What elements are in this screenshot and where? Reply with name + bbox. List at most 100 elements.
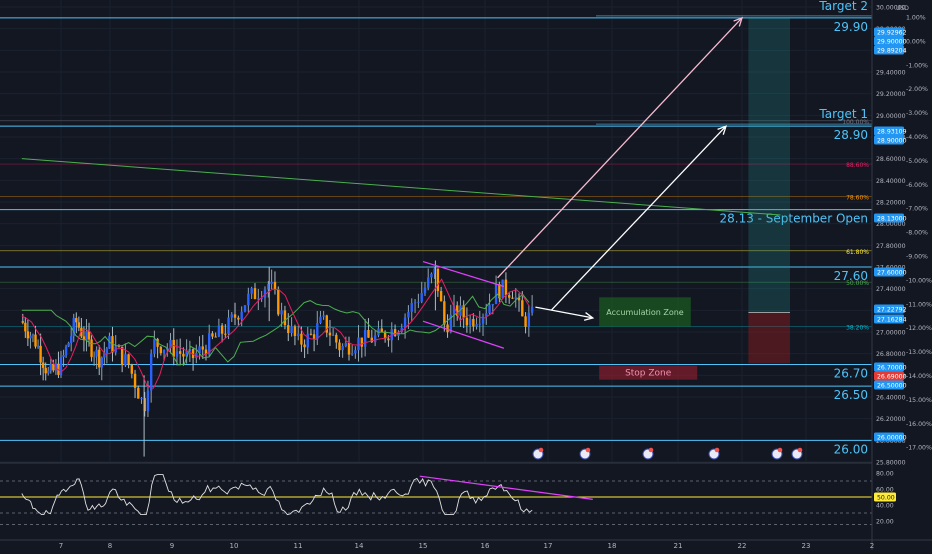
percent-tick-label: -4.00% (906, 134, 928, 141)
candle-body (92, 356, 96, 358)
candle-body (224, 333, 227, 335)
event-flag-icon[interactable] (585, 447, 591, 453)
candle-body (527, 312, 531, 327)
price-badge (874, 314, 904, 324)
candle-body (485, 313, 488, 317)
candle-body (449, 314, 452, 333)
candle-body (433, 268, 436, 274)
percent-tick-label: -1.00% (906, 62, 928, 69)
price-tick-label: 30.00000 (876, 5, 906, 12)
candle-body (300, 333, 303, 345)
candle-body (39, 345, 42, 363)
drawings[interactable] (422, 16, 744, 349)
candle-body (297, 333, 300, 336)
ma-long-line (21, 158, 781, 216)
position-loss-area[interactable] (748, 312, 790, 364)
accumulation-zone (599, 297, 691, 327)
candle-body (36, 345, 40, 347)
candle-body (29, 335, 32, 339)
candle-body (488, 304, 491, 314)
candle-body (204, 349, 208, 355)
candle-body (260, 297, 263, 299)
price-badge (874, 304, 904, 314)
candle-body (31, 334, 35, 336)
rsi-pane[interactable] (0, 462, 872, 540)
rsi-tick-label: 60.00 (876, 487, 894, 494)
candle-body (257, 298, 260, 300)
candle-body (350, 353, 354, 355)
price-badge-label: 27.60000 (877, 269, 907, 276)
arrow-head[interactable] (733, 16, 744, 27)
candle-body (270, 281, 273, 285)
candle-body (52, 364, 55, 371)
candle-body (273, 281, 277, 290)
candle-body (162, 349, 166, 354)
candle-body (491, 304, 495, 306)
price-tick-label: 27.40000 (876, 286, 906, 293)
event-flag-icon[interactable] (714, 447, 720, 453)
candle-body (182, 353, 185, 357)
candle-body (325, 315, 328, 333)
event-flag-icon[interactable] (538, 447, 544, 453)
arrow-line[interactable] (497, 17, 743, 279)
rsi-background (0, 463, 872, 540)
arrow-line[interactable] (550, 125, 727, 311)
rsi-divergence-line[interactable] (419, 475, 593, 500)
price-badge-label: 26.69000 (877, 373, 907, 380)
candle-body (514, 297, 517, 299)
candle-body (253, 288, 257, 299)
level-label: 29.90 (834, 20, 868, 34)
candle-body (354, 350, 357, 354)
candle-body (67, 342, 70, 347)
candle-body (44, 367, 47, 374)
candle-body (387, 338, 390, 341)
level-label: 28.90 (834, 128, 868, 142)
candle-body (178, 351, 182, 354)
position-profit-area[interactable] (748, 17, 790, 313)
candle-body (82, 336, 86, 341)
channel-upper-line[interactable] (422, 261, 505, 288)
arrow-head[interactable] (717, 125, 728, 135)
ma-short-line (21, 278, 530, 389)
candle-body (130, 364, 134, 374)
event-icons[interactable] (532, 447, 803, 460)
candle-body (290, 326, 293, 334)
candle-body (247, 293, 250, 306)
candle-body (217, 325, 221, 337)
price-badge-label: 26.00000 (877, 434, 907, 441)
time-tick-label: 23 (802, 542, 811, 550)
event-flag-icon[interactable] (777, 447, 783, 453)
time-tick-label: 9 (170, 542, 174, 550)
channel-lower-line[interactable] (422, 320, 505, 349)
candle-body (188, 349, 192, 352)
candle-body (501, 279, 504, 299)
candle-body (211, 333, 214, 337)
price-badge (874, 36, 904, 46)
long-position-tool[interactable] (748, 17, 790, 364)
candle-body (410, 303, 413, 312)
target-label: Target 2 (818, 0, 868, 13)
time-tick-label: 14 (355, 542, 364, 550)
arrow-line[interactable] (535, 306, 593, 319)
candle-body (64, 346, 68, 355)
candle-body (124, 354, 127, 366)
percent-tick-label: -15.00% (906, 397, 932, 404)
candle-body (423, 287, 427, 294)
candle-body (312, 334, 316, 340)
candle-body (338, 342, 341, 351)
percent-tick-label: -2.00% (906, 86, 928, 93)
event-flag-icon[interactable] (648, 447, 654, 453)
price-tick-label: 27.80000 (876, 243, 906, 250)
candle-body (417, 301, 420, 303)
fib-levels: 100.00% 88.60% 78.60% 61.80% 50.00% 38.20% (0, 119, 872, 332)
event-flag-icon[interactable] (797, 447, 803, 453)
arrow-head[interactable] (583, 312, 595, 321)
percent-tick-label: -7.00% (906, 206, 928, 213)
candle-body (452, 305, 456, 315)
candle-body (90, 339, 93, 357)
candle-body (185, 351, 188, 357)
time-tick-label: 2 (870, 542, 874, 550)
candle-body (47, 370, 50, 374)
